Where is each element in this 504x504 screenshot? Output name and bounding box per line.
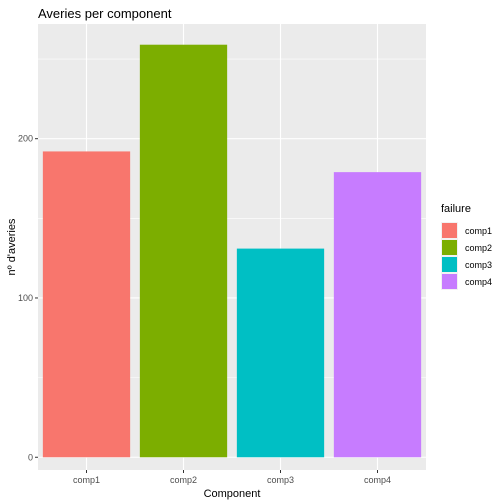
chart-title: Averies per component — [38, 6, 172, 21]
legend-label-comp3: comp3 — [465, 260, 492, 270]
y-tick-label: 100 — [18, 293, 33, 303]
y-axis: 0 100 200 — [18, 134, 38, 462]
bar-comp4 — [333, 172, 422, 458]
legend-title: failure — [441, 203, 471, 215]
y-tick-label: 200 — [18, 134, 33, 144]
x-axis: comp1 comp2 comp3 comp4 — [73, 470, 391, 485]
y-tick-label: 0 — [28, 452, 33, 462]
bar-comp2 — [139, 44, 228, 458]
y-axis-title: nº d'averies — [6, 218, 18, 275]
x-tick-label: comp4 — [364, 475, 391, 485]
bar-comp3 — [236, 248, 325, 458]
x-axis-title: Component — [204, 488, 261, 500]
legend-label-comp1: comp1 — [465, 226, 492, 236]
legend-swatch-comp1 — [442, 223, 457, 238]
legend-swatch-comp4 — [442, 274, 457, 289]
legend-swatch-comp2 — [442, 240, 457, 255]
x-tick-label: comp2 — [170, 475, 197, 485]
x-tick-label: comp1 — [73, 475, 100, 485]
legend-label-comp2: comp2 — [465, 243, 492, 253]
legend-label-comp4: comp4 — [465, 277, 492, 287]
bars — [42, 44, 422, 458]
bar-comp1 — [42, 151, 131, 458]
legend: failure comp1 comp2 comp3 comp4 — [441, 203, 492, 290]
legend-swatch-comp3 — [442, 257, 457, 272]
x-tick-label: comp3 — [267, 475, 294, 485]
